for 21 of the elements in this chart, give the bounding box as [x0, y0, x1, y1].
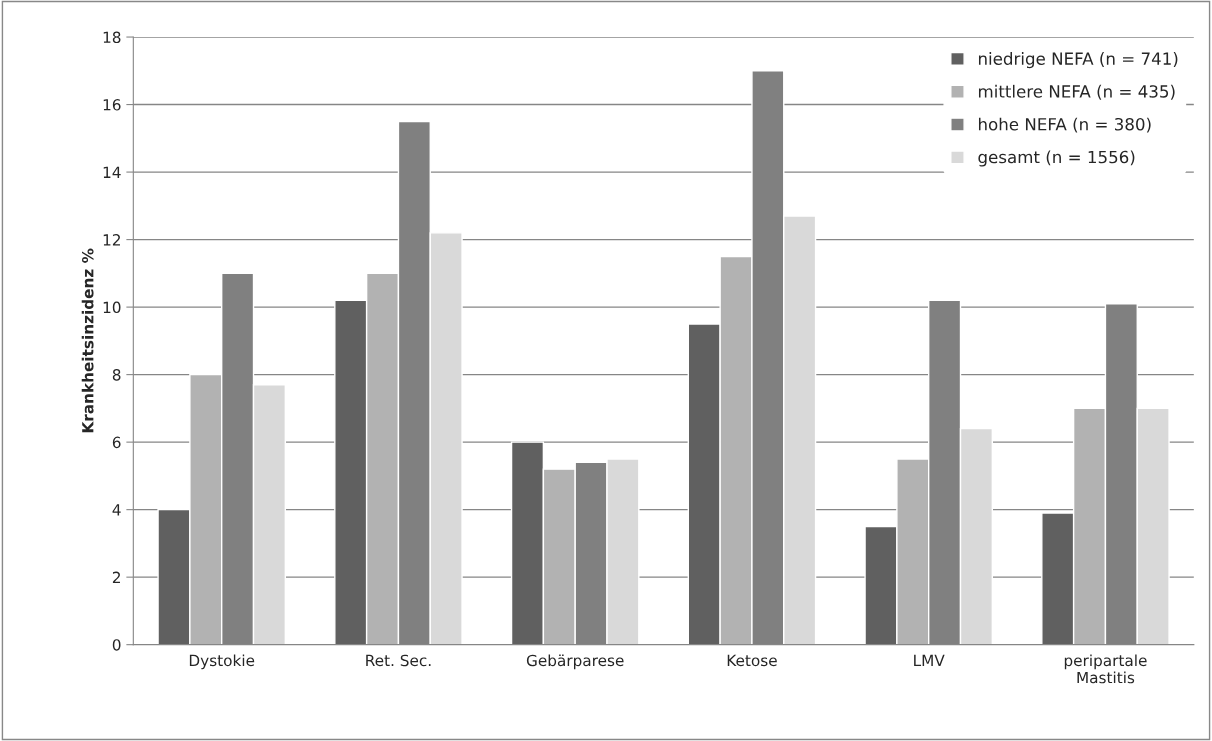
legend-label: mittlere NEFA (n = 435) [978, 84, 1175, 100]
y-tick-label: 10 [103, 301, 121, 314]
y-tick-label: 12 [103, 234, 120, 246]
y-tick-label: 2 [112, 571, 120, 583]
y-tick-label: 18 [103, 31, 121, 44]
legend-label: gesamt (n = 1556) [978, 150, 1135, 167]
legend-label: niedrige NEFA (n = 741) [978, 52, 1178, 69]
y-tick-label: 16 [103, 99, 121, 111]
x-tick-label: Ret. Sec. [366, 654, 431, 667]
y-tick-label: 0 [112, 639, 121, 651]
x-tick-label: Dystokie [189, 654, 255, 670]
y-tick-label: 4 [112, 504, 121, 516]
y-tick-label: 6 [112, 436, 121, 449]
x-tick-label: Ketose [727, 654, 777, 667]
y-axis-title: Krankheitsinzidenz % [81, 248, 94, 433]
y-tick-label: 8 [112, 369, 121, 381]
y-tick-label: 14 [103, 166, 121, 178]
x-tick-label: LMV [914, 654, 945, 666]
x-tick-label: peripartale Mastitis [1064, 654, 1147, 684]
legend-label: hohe NEFA (n = 380) [978, 117, 1151, 133]
x-tick-label: Gebärparese [526, 654, 624, 670]
